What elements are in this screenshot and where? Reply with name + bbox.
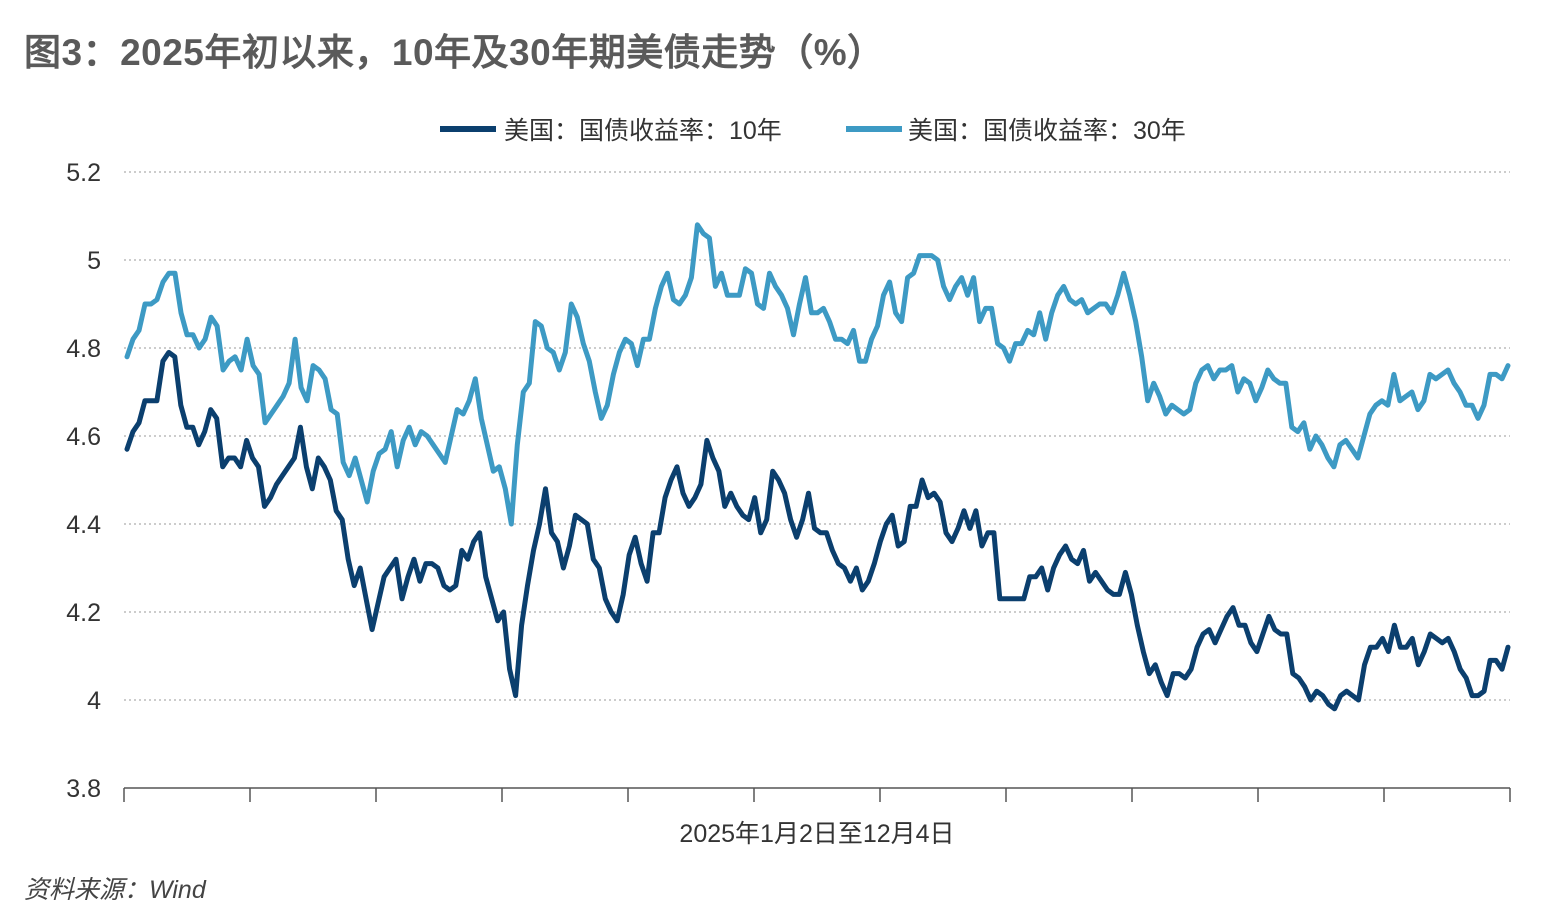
y-tick-label: 4 [87,687,101,715]
y-tick-label: 4.6 [66,423,101,451]
y-axis-ticks: 3.8 4 4.2 4.4 4.6 4.8 5 5.2 [66,159,101,803]
series-line-10y [124,349,1511,712]
y-tick-label: 4.8 [66,335,101,363]
series-line-30y [124,222,1511,527]
x-axis [123,787,1511,802]
chart-title: 图3：2025年初以来，10年及30年期美债走势（%） [24,32,885,73]
source-note: 资料来源：Wind [24,876,206,904]
x-axis-label: 2025年1月2日至12月4日 [679,820,954,848]
y-tick-label: 5.2 [66,159,101,187]
y-tick-label: 5 [87,247,101,275]
chart-legend: 美国：国债收益率：10年 美国：国债收益率：30年 [440,117,1186,145]
y-tick-label: 4.2 [66,599,101,627]
legend-label: 美国：国债收益率：10年 [504,117,782,145]
legend-label: 美国：国债收益率：30年 [908,117,1186,145]
y-tick-label: 4.4 [66,511,101,539]
y-tick-label: 3.8 [66,775,101,803]
chart-series [124,222,1511,712]
chart-gridlines [124,171,1510,701]
